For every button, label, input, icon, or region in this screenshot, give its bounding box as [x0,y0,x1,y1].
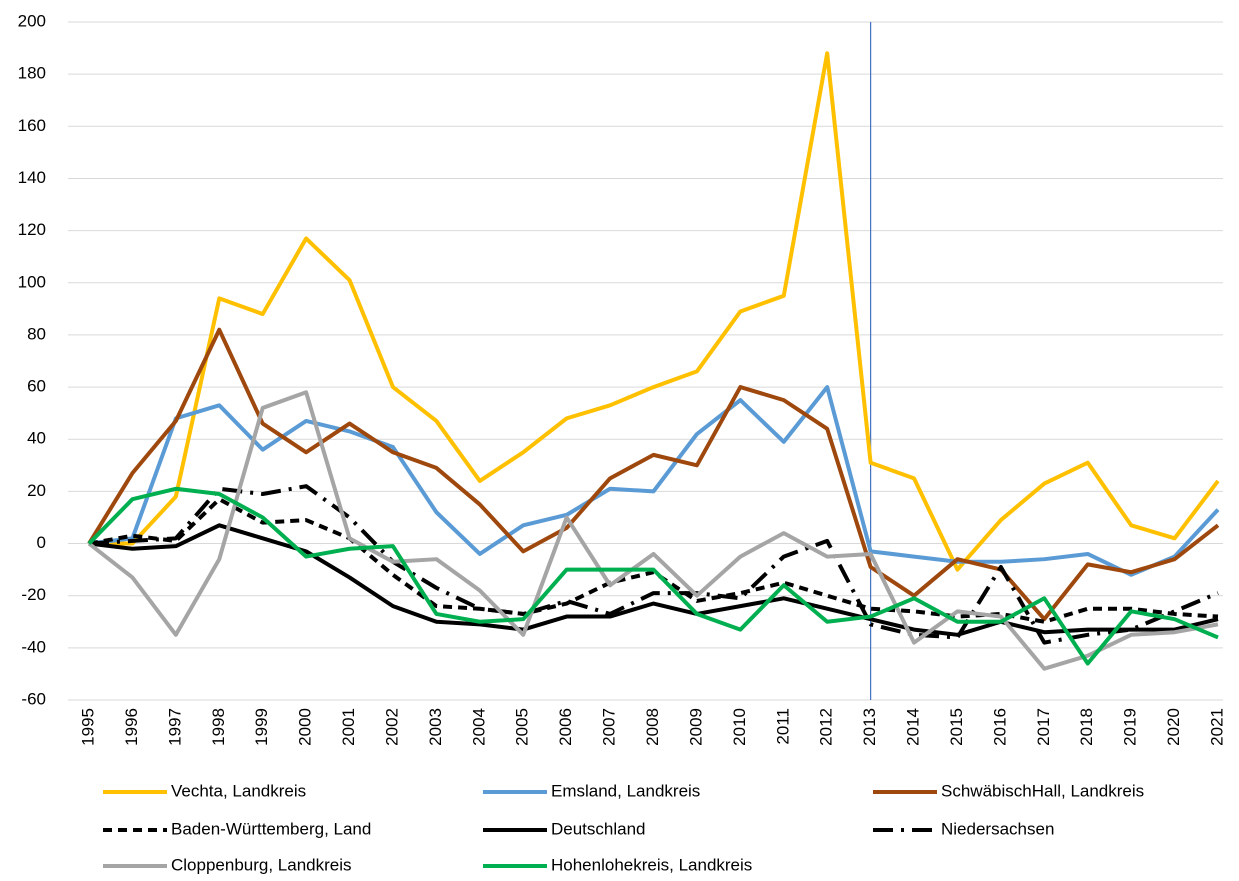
y-tick-label: 0 [37,533,46,552]
x-tick-label: 1998 [209,708,228,746]
x-tick-label: 2009 [686,708,705,746]
x-tick-label: 2018 [1077,708,1096,746]
x-tick-label: 2002 [382,708,401,746]
x-tick-label: 2006 [556,708,575,746]
series-line [89,51,1220,572]
y-tick-label: 40 [27,429,46,448]
x-tick-label: 2019 [1121,708,1140,746]
legend-label: Baden-Württemberg, Land [171,819,371,838]
x-tick-label: 2011 [773,708,792,745]
y-tick-label: 140 [18,168,46,187]
x-tick-label: 2020 [1164,708,1183,746]
y-tick-label: 80 [27,324,46,343]
x-tick-label: 2004 [469,708,488,746]
legend-label: Deutschland [551,819,646,838]
legend-label: Emsland, Landkreis [551,781,700,800]
legend-label: Hohenlohekreis, Landkreis [551,855,752,874]
x-tick-label: 2001 [339,708,358,746]
legend-label: Cloppenburg, Landkreis [171,855,352,874]
x-tick-label: 2000 [296,708,315,746]
y-tick-label: 100 [18,272,46,291]
y-tick-label: -40 [21,637,46,656]
y-tick-label: 200 [18,11,46,30]
x-tick-label: 1996 [122,708,141,746]
x-tick-label: 2016 [990,708,1009,746]
y-tick-label: 60 [27,377,46,396]
series-line [87,327,1220,622]
series-line [88,484,1219,645]
x-tick-label: 2008 [643,708,662,746]
x-tick-label: 2012 [817,708,836,746]
legend-label: Vechta, Landkreis [171,781,306,800]
legend-label: SchwäbischHall, Landkreis [941,781,1144,800]
y-tick-label: -20 [21,585,46,604]
x-tick-label: 1999 [252,708,271,746]
x-tick-label: 2010 [730,708,749,746]
x-tick-label: 1995 [78,708,97,746]
x-tick-label: 2007 [600,708,619,746]
x-tick-label: 2013 [860,708,879,746]
legend-label: Niedersachsen [941,819,1054,838]
y-tick-label: 120 [18,220,46,239]
x-tick-label: 2014 [904,708,923,746]
x-tick-label: 2021 [1207,708,1226,746]
x-tick-label: 1997 [165,708,184,746]
x-tick-label: 2003 [426,708,445,746]
x-tick-label: 2017 [1034,708,1053,746]
x-tick-label: 2005 [513,708,532,746]
series-line [88,385,1220,577]
series-line [88,523,1219,637]
series-line [87,486,1219,666]
y-tick-label: -60 [21,689,46,708]
series-line [87,390,1219,671]
y-tick-label: 180 [18,64,46,83]
x-tick-label: 2015 [947,708,966,746]
y-tick-label: 20 [27,481,46,500]
y-tick-label: 160 [18,116,46,135]
